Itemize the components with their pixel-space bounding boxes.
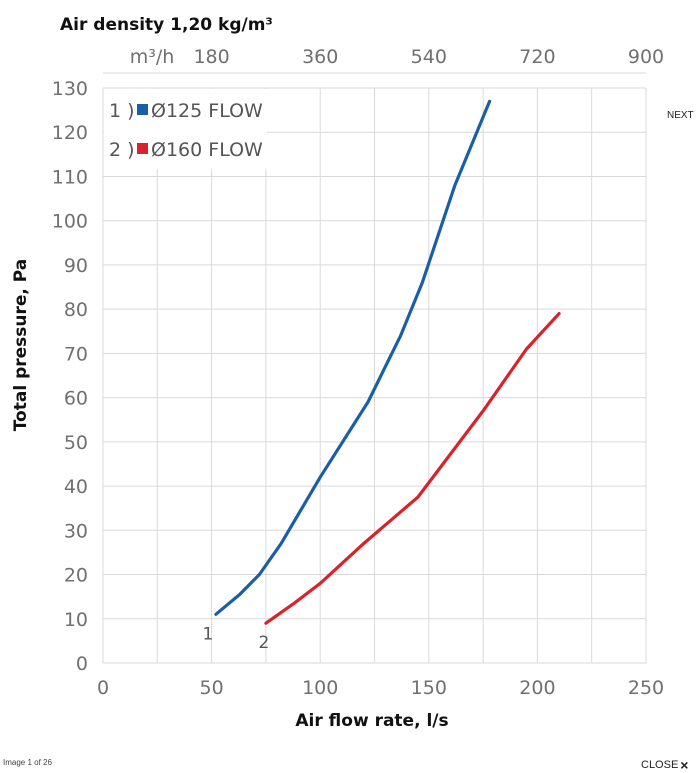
x-tick-label: 100 — [302, 677, 338, 699]
y-tick-label: 120 — [52, 122, 88, 144]
y-tick-label: 20 — [64, 565, 88, 587]
close-icon: × — [680, 757, 689, 773]
legend: 1 ) Ø125 FLOW 2 ) Ø160 FLOW — [104, 89, 267, 169]
axis-ticks: 0 10 20 30 40 50 60 70 80 90 100 110 120 130 0 50 100 150… — [52, 46, 664, 699]
y-tick-label: 30 — [64, 520, 88, 542]
close-button[interactable]: CLOSE × — [641, 757, 689, 773]
image-counter: Image 1 of 26 — [3, 758, 52, 767]
legend-swatch-1 — [137, 104, 148, 115]
legend-prefix-1: 1 ) — [109, 100, 135, 122]
x-tick-label: 250 — [628, 677, 664, 699]
x-axis-label: Air flow rate, l/s — [295, 711, 448, 731]
curve-start-label-2: 2 — [258, 633, 269, 653]
legend-background — [104, 89, 267, 169]
y-axis-label: Total pressure, Pa — [11, 259, 31, 432]
y-tick-label: 110 — [52, 166, 88, 188]
secondary-x-tick-label: 360 — [302, 46, 338, 68]
y-tick-label: 10 — [64, 609, 88, 631]
x-tick-label: 0 — [97, 677, 109, 699]
secondary-x-tick-label: 900 — [628, 46, 664, 68]
y-tick-label: 80 — [64, 299, 88, 321]
x-tick-label: 150 — [411, 677, 447, 699]
secondary-x-tick-label: 540 — [411, 46, 447, 68]
close-label: CLOSE — [641, 759, 679, 771]
legend-label-2: Ø160 FLOW — [151, 139, 263, 161]
x-tick-label: 50 — [200, 677, 224, 699]
secondary-x-tick-label: 720 — [519, 46, 555, 68]
y-tick-label: 0 — [76, 653, 88, 675]
series-line-1 — [214, 99, 492, 616]
y-tick-label: 130 — [52, 78, 88, 100]
y-tick-label: 50 — [64, 432, 88, 454]
y-tick-label: 60 — [64, 388, 88, 410]
x-tick-label: 200 — [519, 677, 555, 699]
y-tick-label: 40 — [64, 476, 88, 498]
y-tick-label: 100 — [52, 211, 88, 233]
secondary-axis-unit: m³/h — [130, 46, 175, 68]
next-button[interactable]: NEXT — [667, 110, 694, 121]
curve-start-label-1: 1 — [203, 624, 214, 644]
chart-title: Air density 1,20 kg/m³ — [60, 15, 273, 35]
series-line-2 — [264, 312, 561, 625]
legend-swatch-2 — [137, 143, 148, 154]
grid-lines — [102, 72, 647, 664]
y-tick-label: 70 — [64, 343, 88, 365]
y-tick-label: 90 — [64, 255, 88, 277]
legend-label-1: Ø125 FLOW — [151, 100, 263, 122]
legend-prefix-2: 2 ) — [109, 139, 135, 161]
secondary-x-tick-label: 180 — [193, 46, 229, 68]
